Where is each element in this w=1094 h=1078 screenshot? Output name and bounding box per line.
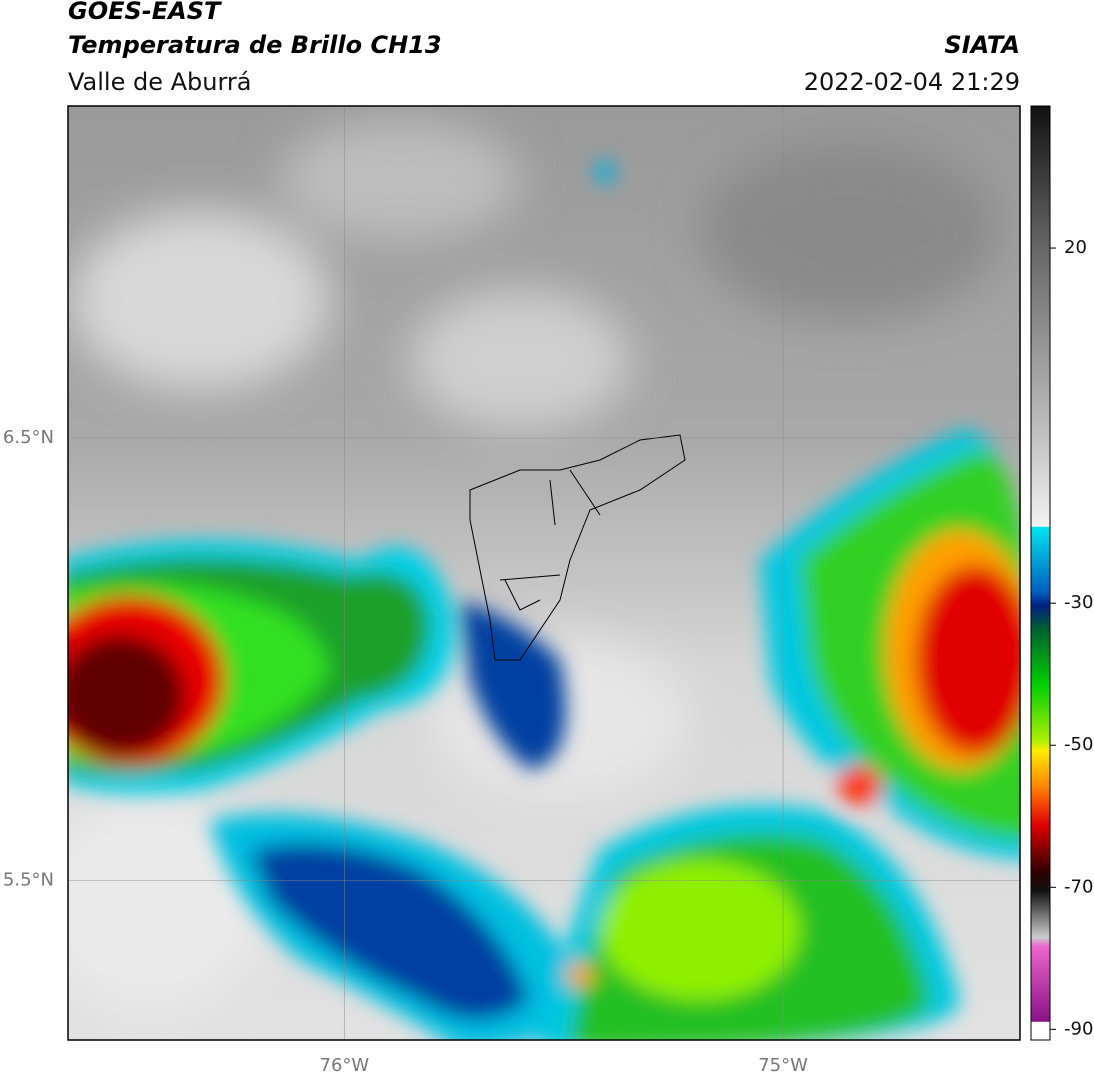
graticule xyxy=(68,106,1020,1040)
subtitle: Temperatura de Brillo CH13 xyxy=(68,31,442,59)
region: Valle de Aburrá xyxy=(68,68,252,96)
x-tick-label: 75°W xyxy=(758,1055,808,1076)
colorbar-tick-label: 20 xyxy=(1064,237,1087,258)
colorbar-tick-label: -90 xyxy=(1064,1018,1093,1039)
convective-cells xyxy=(68,160,1020,1040)
colorbar-tick-label: -70 xyxy=(1064,876,1093,897)
colorbar xyxy=(1030,105,1051,1041)
y-tick-label: 6.5°N xyxy=(3,427,54,448)
title: GOES-EAST xyxy=(68,0,222,25)
x-tick-label: 76°W xyxy=(320,1055,370,1076)
colorbar-tick-label: -30 xyxy=(1064,592,1093,613)
cloud-texture xyxy=(68,120,1000,1010)
source: SIATA xyxy=(944,31,1020,59)
satellite-image xyxy=(68,106,1020,1040)
map-frame xyxy=(67,105,1021,1041)
valley-boundary xyxy=(469,434,686,661)
y-tick-label: 5.5°N xyxy=(3,870,54,891)
datetime: 2022-02-04 21:29 xyxy=(804,68,1020,96)
colorbar-tick-label: -50 xyxy=(1064,734,1093,755)
